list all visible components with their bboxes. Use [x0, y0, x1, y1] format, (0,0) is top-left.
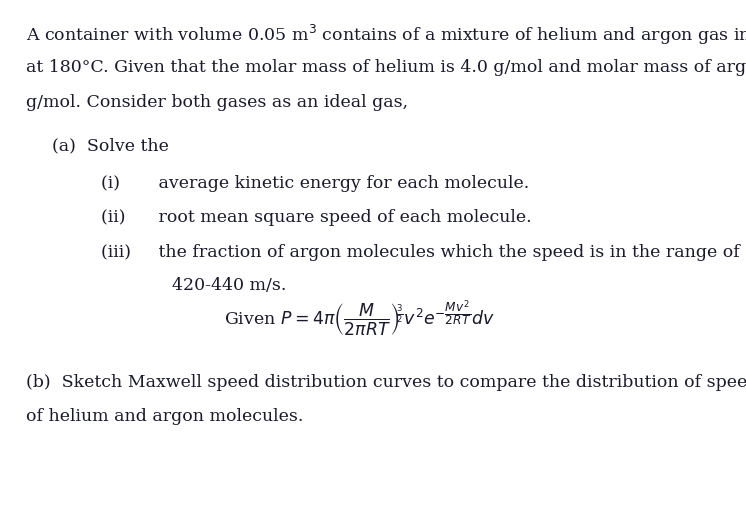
- Text: at 180°C. Given that the molar mass of helium is 4.0 g/mol and molar mass of arg: at 180°C. Given that the molar mass of h…: [26, 59, 746, 75]
- Text: (ii)      root mean square speed of each molecule.: (ii) root mean square speed of each mole…: [101, 209, 531, 225]
- Text: (a)  Solve the: (a) Solve the: [52, 137, 169, 154]
- Text: Given $P = 4\pi \left(\dfrac{M}{2\pi RT}\right)^{\!\!\frac{3}{2}}v^{2}e^{-\dfrac: Given $P = 4\pi \left(\dfrac{M}{2\pi RT}…: [224, 298, 495, 338]
- Text: A container with volume 0.05 m$^3$ contains of a mixture of helium and argon gas: A container with volume 0.05 m$^3$ conta…: [26, 23, 746, 47]
- Text: (iii)     the fraction of argon molecules which the speed is in the range of: (iii) the fraction of argon molecules wh…: [101, 244, 739, 261]
- Text: g/mol. Consider both gases as an ideal gas,: g/mol. Consider both gases as an ideal g…: [26, 94, 408, 111]
- Text: (b)  Sketch Maxwell speed distribution curves to compare the distribution of spe: (b) Sketch Maxwell speed distribution cu…: [26, 374, 746, 391]
- Text: of helium and argon molecules.: of helium and argon molecules.: [26, 408, 304, 425]
- Text: 420-440 m/s.: 420-440 m/s.: [172, 277, 286, 294]
- Text: (i)       average kinetic energy for each molecule.: (i) average kinetic energy for each mole…: [101, 175, 529, 191]
